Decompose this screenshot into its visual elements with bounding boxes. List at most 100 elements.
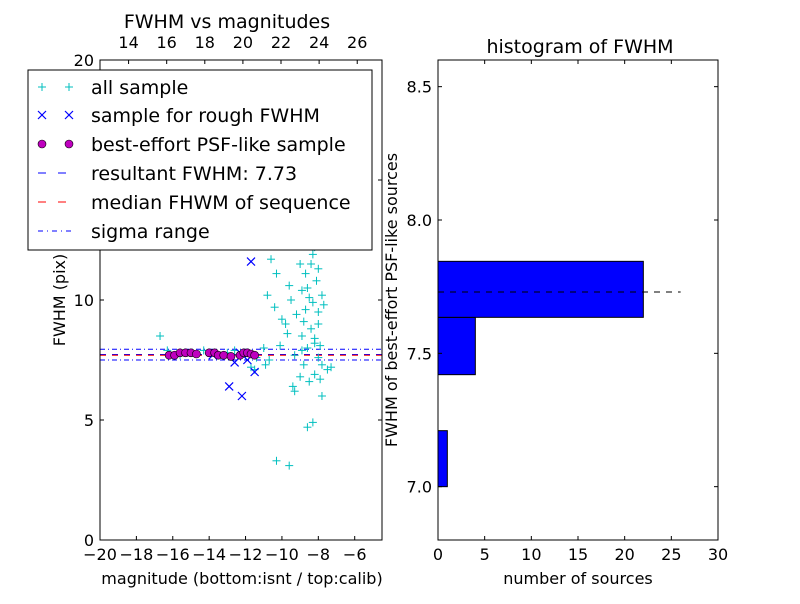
top-tick-label-5: 24 <box>309 33 329 52</box>
legend-entry-sigma-range: sigma range <box>91 221 210 243</box>
series-0-point-30 <box>327 363 336 372</box>
series-0-point-59 <box>310 370 319 379</box>
series-0-point-25 <box>288 382 297 391</box>
series-0-point-48 <box>317 360 326 369</box>
x-tick-label-2: −16 <box>156 545 190 564</box>
top-tick-label-4: 22 <box>271 33 291 52</box>
legend-marker-2-a <box>37 139 47 149</box>
series-0-point-70 <box>319 300 328 309</box>
series-0-point-49 <box>301 305 310 314</box>
series-1-point-3-b <box>237 391 247 401</box>
y-tick-label-4: 20 <box>74 51 94 70</box>
top-tick-label-2: 18 <box>195 33 215 52</box>
scatter-title: FWHM vs magnitudes <box>124 11 330 33</box>
series-2-point-5 <box>192 349 201 359</box>
series-0-point-33 <box>308 298 317 307</box>
x-tick-label-1: −18 <box>120 545 154 564</box>
y-tick-label-0: 0 <box>84 531 94 550</box>
scatter-xlabel: magnitude (bottom:isnt / top:calib) <box>101 569 382 588</box>
series-0-point-27 <box>308 418 317 427</box>
series-0-point-56 <box>270 303 279 312</box>
x-tick-label-6: −8 <box>307 545 331 564</box>
series-0-point-24 <box>290 387 299 396</box>
series-0-point-44 <box>307 324 316 333</box>
hx-tick-label-2: 10 <box>521 545 541 564</box>
histogram-ylabel: FWHM of best-effort PSF-like sources <box>382 153 401 447</box>
hy-tick-label-3: 8.5 <box>407 78 432 97</box>
scatter-panel: FWHM vs magnitudes 14 16 18 20 22 24 26 −20 −18… <box>27 11 383 588</box>
series-0-point-65 <box>303 284 312 292</box>
histogram-xlabel: number of sources <box>503 569 653 588</box>
histogram-panel: histogram of FWHM 0 5 10 15 20 25 30 7.0 7.5 8.0 8… <box>382 36 728 588</box>
series-0-point-34 <box>312 276 321 285</box>
series-0-point-17 <box>296 260 305 268</box>
top-tick-label-3: 20 <box>233 33 253 52</box>
series-0-point-21 <box>290 351 299 360</box>
series-0-point-42 <box>297 286 306 295</box>
series-0-point-35 <box>307 260 316 268</box>
series-0-point-19 <box>283 329 292 338</box>
legend-entry-median-fwhm: median FHWM of sequence <box>91 192 351 214</box>
series-0-point-58 <box>297 332 306 340</box>
scatter-points <box>156 70 336 470</box>
series-0-point-15 <box>272 269 281 278</box>
series-0-point-46 <box>303 344 312 352</box>
legend-marker-0-b <box>65 83 73 91</box>
series-0-point-66 <box>299 317 308 326</box>
hx-tick-label-4: 20 <box>614 545 634 564</box>
series-1-point-2-b <box>224 381 234 391</box>
legend-marker-1-a <box>37 110 47 120</box>
series-0-point-0 <box>156 332 165 340</box>
scatter-axis-ticks: −20 −18 −16 −14 −12 −10 −8 −6 0 5 10 20 <box>74 51 382 564</box>
series-0-point-28 <box>317 392 326 400</box>
hy-tick-label-1: 7.5 <box>407 344 432 363</box>
series-1-point-0-b <box>246 257 256 267</box>
top-tick-label-6: 26 <box>347 33 367 52</box>
series-0-point-31 <box>316 341 325 350</box>
series-0-point-18 <box>292 310 301 319</box>
scatter-ylabel: FWHM (pix) <box>50 254 69 347</box>
series-0-point-67 <box>287 296 296 304</box>
y-tick-label-2: 10 <box>74 291 94 310</box>
series-1-point-0 <box>246 257 256 267</box>
series-0-point-16 <box>285 281 294 290</box>
series-0-point-14 <box>263 291 272 300</box>
series-0-point-23 <box>296 372 305 381</box>
legend-frame <box>27 69 373 251</box>
x-tick-label-3: −14 <box>192 545 226 564</box>
top-axis-ticks: 14 16 18 20 22 24 26 <box>118 33 367 64</box>
hx-tick-label-1: 5 <box>480 545 490 564</box>
series-1-point-5 <box>250 367 260 377</box>
series-1-point-3 <box>237 391 247 401</box>
series-0-point-47 <box>314 353 323 362</box>
series-0-point-50 <box>305 293 314 302</box>
scatter-legend: all sample sample for rough FWHM best-ef… <box>27 69 373 251</box>
series-0-point-11 <box>265 356 274 364</box>
legend-entry-psf-sample: best-effort PSF-like sample <box>91 134 346 156</box>
x-tick-label-4: −12 <box>229 545 263 564</box>
histogram-title: histogram of FWHM <box>486 36 673 58</box>
series-0-point-43 <box>314 308 323 316</box>
histogram-bar-2 <box>438 260 644 318</box>
series-1-point-5-b <box>250 367 260 377</box>
series-0-point-64 <box>314 264 323 273</box>
legend-marker-1-b-b <box>64 110 74 120</box>
legend-marker-1-a-b <box>37 110 47 120</box>
histogram-bar-0 <box>438 430 448 488</box>
legend-entry-rough-sample: sample for rough FWHM <box>91 105 320 127</box>
series-0-point-13 <box>285 461 294 470</box>
series-0-point-76 <box>247 363 256 372</box>
series-0-point-62 <box>308 250 317 259</box>
top-tick-label-0: 14 <box>118 33 138 52</box>
legend-marker-2-b <box>64 139 74 149</box>
series-0-point-20 <box>276 341 285 350</box>
legend-marker-1-b <box>64 110 74 120</box>
series-0-point-61 <box>316 375 325 384</box>
series-0-point-10 <box>261 360 270 369</box>
series-0-point-12 <box>272 456 281 465</box>
series-0-point-73 <box>310 339 319 348</box>
series-0-point-68 <box>281 320 290 328</box>
series-2-point-15 <box>250 350 259 360</box>
x-tick-label-5: −10 <box>265 545 299 564</box>
